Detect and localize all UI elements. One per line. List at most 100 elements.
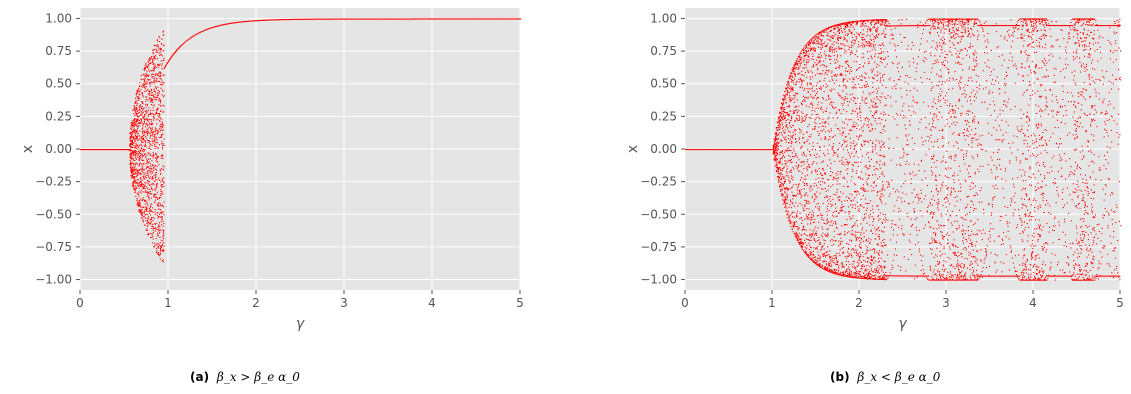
data-point [148, 68, 150, 70]
data-point [141, 85, 143, 87]
data-point [143, 224, 145, 226]
data-point [800, 79, 802, 81]
data-point [854, 54, 856, 56]
data-point [805, 248, 807, 250]
data-point [152, 123, 154, 125]
data-point [816, 40, 818, 42]
data-point [374, 18, 376, 20]
data-point [785, 102, 787, 104]
data-point [847, 63, 849, 65]
data-point [183, 43, 185, 45]
data-point [852, 21, 854, 23]
data-point [158, 92, 160, 94]
data-point [807, 159, 809, 161]
data-point [161, 134, 163, 136]
data-point [829, 224, 831, 226]
data-point [161, 250, 163, 252]
data-point [836, 191, 838, 193]
data-point [146, 195, 148, 197]
data-point [775, 167, 777, 169]
data-point [840, 113, 842, 115]
data-point [830, 29, 832, 31]
data-point [131, 123, 133, 125]
data-point [842, 192, 844, 194]
data-point [812, 104, 814, 106]
data-point [361, 18, 363, 20]
data-point [829, 250, 831, 252]
data-point [147, 90, 149, 92]
data-point [789, 85, 791, 87]
data-point [160, 190, 162, 192]
data-point [140, 180, 142, 182]
data-point [827, 270, 829, 272]
data-point [848, 213, 850, 215]
data-point [822, 232, 824, 234]
data-point [851, 255, 853, 257]
data-point [160, 185, 162, 187]
data-point [780, 108, 782, 110]
data-point [817, 263, 819, 265]
data-point [821, 264, 823, 266]
data-point [160, 221, 162, 223]
data-point [851, 194, 853, 196]
data-point [837, 156, 839, 158]
data-point [845, 62, 847, 64]
data-point [826, 251, 828, 253]
data-point [829, 112, 831, 114]
data-point [135, 163, 137, 165]
data-point [147, 61, 149, 63]
data-point [263, 19, 265, 21]
data-point [317, 18, 319, 20]
data-point [509, 18, 511, 20]
data-point [143, 159, 145, 161]
data-point [822, 31, 824, 33]
data-point [404, 18, 406, 20]
data-point [848, 65, 850, 67]
data-point [851, 240, 853, 242]
data-point [162, 180, 164, 182]
data-point [156, 250, 158, 252]
data-point [163, 95, 165, 97]
data-point [841, 209, 843, 211]
data-point [818, 42, 820, 44]
data-point [841, 263, 843, 265]
data-point [130, 128, 132, 130]
data-point [153, 138, 155, 140]
data-point [810, 88, 812, 90]
data-point [845, 86, 847, 88]
data-point [830, 203, 832, 205]
data-point [782, 185, 784, 187]
data-point [795, 117, 797, 119]
data-point [836, 67, 838, 69]
data-point [157, 228, 159, 230]
data-point [805, 193, 807, 195]
data-point [142, 123, 144, 125]
data-point [844, 255, 846, 257]
data-point [795, 235, 797, 237]
data-point [344, 18, 346, 20]
data-point [827, 118, 829, 120]
data-point [715, 149, 717, 151]
data-point [419, 18, 421, 20]
data-point [192, 35, 194, 37]
data-point [142, 168, 144, 170]
data-point [825, 54, 827, 56]
data-point [859, 134, 861, 136]
data-point [131, 122, 133, 124]
data-point [814, 193, 816, 195]
data-point [137, 191, 139, 193]
data-point [142, 125, 144, 127]
data-point [505, 18, 507, 20]
data-point [155, 196, 157, 198]
data-point [138, 160, 140, 162]
data-point [140, 184, 142, 186]
data-point [804, 195, 806, 197]
data-point [151, 134, 153, 136]
data-point [456, 18, 458, 20]
data-point [816, 33, 818, 35]
data-point [135, 114, 137, 116]
data-point [458, 18, 460, 20]
data-point [813, 185, 815, 187]
data-point [753, 149, 755, 151]
data-point [859, 87, 861, 89]
